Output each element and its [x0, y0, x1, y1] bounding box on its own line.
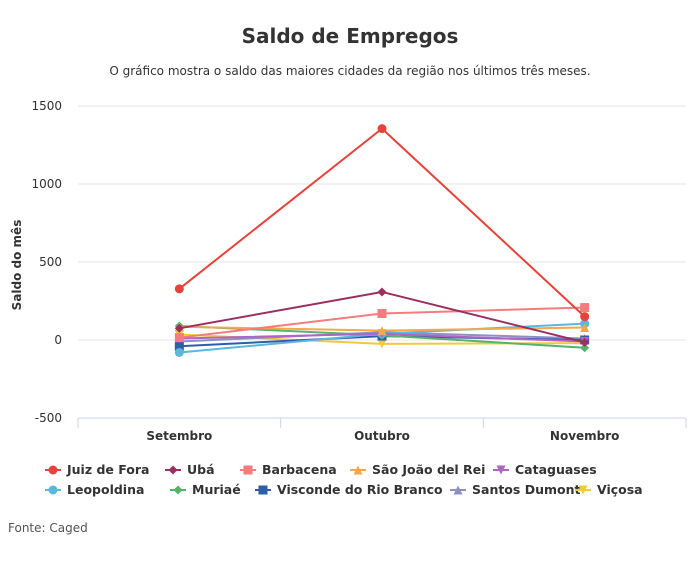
- data-point: [377, 308, 387, 318]
- series-lines: [174, 124, 590, 357]
- legend-item[interactable]: Santos Dumont: [450, 482, 580, 497]
- chart-subtitle: O gráfico mostra o saldo das maiores cid…: [109, 64, 591, 78]
- legend-symbol-icon: [450, 485, 466, 494]
- legend-item[interactable]: Visconde do Rio Branco: [255, 482, 443, 497]
- data-point: [580, 323, 590, 333]
- source-note: Fonte: Caged: [8, 521, 88, 535]
- legend-label: Leopoldina: [67, 482, 145, 497]
- legend-marker: [168, 465, 178, 474]
- legend-marker: [453, 485, 463, 494]
- legend-symbol-icon: [255, 485, 271, 494]
- x-tick-label: Novembro: [550, 429, 620, 443]
- legend-symbol-icon: [45, 485, 61, 494]
- data-point: [580, 312, 590, 322]
- data-point: [174, 347, 184, 357]
- legend-item[interactable]: São João del Rei: [350, 462, 485, 477]
- legend-symbol-icon: [165, 465, 181, 474]
- legend-item[interactable]: Leopoldina: [45, 482, 144, 497]
- y-tick-label: 500: [39, 255, 62, 269]
- legend-symbol-icon: [170, 485, 186, 494]
- legend-item[interactable]: Juiz de Fora: [45, 462, 149, 477]
- data-point: [377, 339, 387, 349]
- grid-lines: [78, 105, 686, 341]
- legend-label: Ubá: [187, 462, 215, 477]
- legend-label: Visconde do Rio Branco: [277, 482, 443, 497]
- legend-item[interactable]: Muriaé: [170, 482, 241, 497]
- legend-marker: [243, 465, 253, 474]
- series-juiz-de-fora: [174, 124, 590, 322]
- x-tick-label: Setembro: [146, 429, 212, 443]
- data-point: [580, 343, 590, 353]
- legend-symbol-icon: [45, 465, 61, 474]
- legend-item[interactable]: Cataguases: [493, 462, 597, 477]
- legend-symbol-icon: [575, 485, 591, 494]
- data-point: [174, 284, 184, 294]
- data-point: [377, 326, 387, 336]
- y-axis-ticks: 1500 1000 500 0 -500: [31, 99, 62, 425]
- legend-marker: [173, 485, 183, 494]
- data-point: [174, 323, 184, 333]
- legend-symbol-icon: [493, 465, 509, 474]
- legend-marker: [48, 485, 58, 494]
- y-tick-label: 1000: [31, 177, 62, 191]
- data-point: [377, 124, 387, 134]
- legend-symbol-icon: [350, 465, 366, 474]
- x-tick-label: Outubro: [354, 429, 410, 443]
- legend-item[interactable]: Viçosa: [575, 482, 643, 497]
- legend-label: Barbacena: [262, 462, 337, 477]
- data-point: [580, 303, 590, 313]
- legend-label: São João del Rei: [372, 462, 486, 477]
- legend-marker: [578, 485, 588, 494]
- x-axis: Setembro Outubro Novembro: [77, 417, 687, 443]
- legend-label: Muriaé: [192, 482, 241, 497]
- data-point: [377, 287, 387, 297]
- legend-marker: [496, 465, 506, 474]
- legend-symbol-icon: [240, 465, 256, 474]
- legend-label: Juiz de Fora: [67, 462, 150, 477]
- legend-label: Santos Dumont: [472, 482, 581, 497]
- data-point: [580, 337, 590, 347]
- y-tick-label: 0: [54, 333, 62, 347]
- legend-marker: [353, 465, 363, 474]
- legend-marker: [258, 485, 268, 494]
- y-tick-label: -500: [35, 411, 62, 425]
- y-tick-label: 1500: [31, 99, 62, 113]
- line-chart: 1500 1000 500 0 -500 Setembro Outubro Novembro…: [10, 99, 687, 443]
- series-uba: [174, 287, 590, 347]
- series-barbacena: [174, 303, 590, 343]
- data-point: [174, 341, 184, 351]
- legend-item[interactable]: Barbacena: [240, 462, 337, 477]
- y-axis-label: Saldo do mês: [10, 220, 24, 311]
- data-point: [174, 333, 184, 343]
- legend-label: Viçosa: [597, 482, 643, 497]
- chart-title: Saldo de Empregos: [241, 24, 459, 48]
- legend-item[interactable]: Ubá: [165, 462, 215, 477]
- legend-marker: [48, 465, 58, 474]
- legend-label: Cataguases: [515, 462, 597, 477]
